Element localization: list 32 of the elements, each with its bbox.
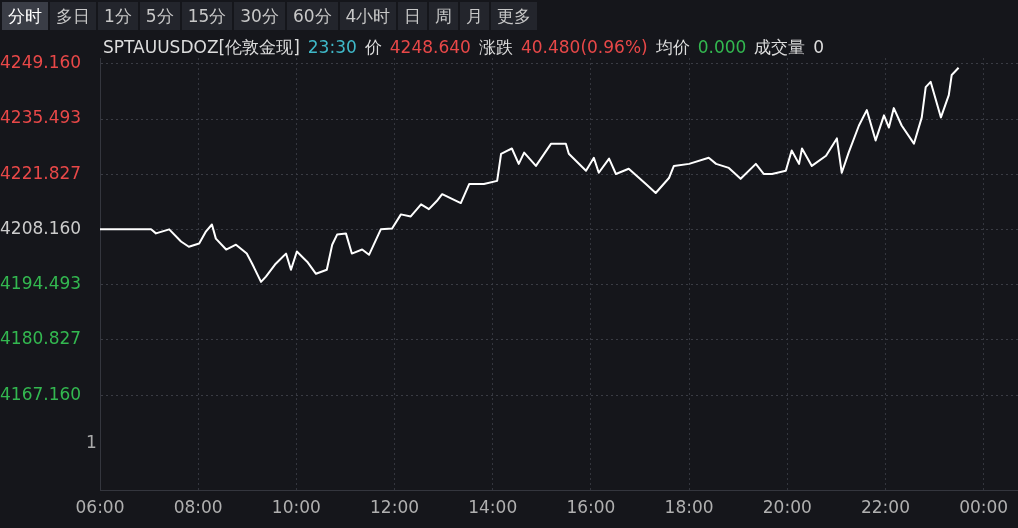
x-tick-label: 00:00 (959, 496, 1009, 517)
y-tick-label: 4235.493 (0, 107, 82, 128)
y-tick-label: 4194.493 (0, 273, 82, 294)
x-tick-label: 12:00 (370, 496, 420, 517)
x-tick-label: 06:00 (75, 496, 125, 517)
x-tick-label: 20:00 (762, 496, 812, 517)
text: 1分 (98, 2, 138, 30)
x-tick-label: 08:00 (173, 496, 223, 517)
x-tick-label: 22:00 (860, 496, 910, 517)
text: 15分 (181, 2, 233, 30)
x-tick-label: 14:00 (468, 496, 518, 517)
y-tick-label: 4208.160 (0, 217, 82, 238)
text: 更多 (491, 2, 538, 30)
x-tick-label: 16:00 (566, 496, 616, 517)
text: 1 (86, 432, 97, 452)
x-tick-label: 18:00 (664, 496, 714, 517)
text: 5分 (139, 2, 180, 30)
chart-title: SPTAUUSDOZ[伦敦金现] (103, 37, 300, 57)
x-tick-label: 10:00 (271, 496, 321, 517)
y-tick-label: 4249.160 (0, 52, 82, 73)
text: 60分 (286, 2, 338, 30)
text: 多日 (50, 2, 96, 30)
text: 分时 (2, 2, 48, 30)
text: 日 (398, 2, 428, 30)
y-tick-label: 4221.827 (0, 162, 82, 183)
text: 周 (429, 2, 459, 30)
text: 月 (460, 2, 490, 30)
text: 30分 (234, 2, 285, 30)
y-tick-label: 4167.160 (0, 383, 82, 404)
text: 4小时 (339, 2, 397, 30)
text: 23:30 价 4248.640 涨跌 40.480(0.96%) 均价 0.000 成交量 0 (307, 37, 825, 57)
y-tick-label: 4180.827 (0, 328, 82, 349)
